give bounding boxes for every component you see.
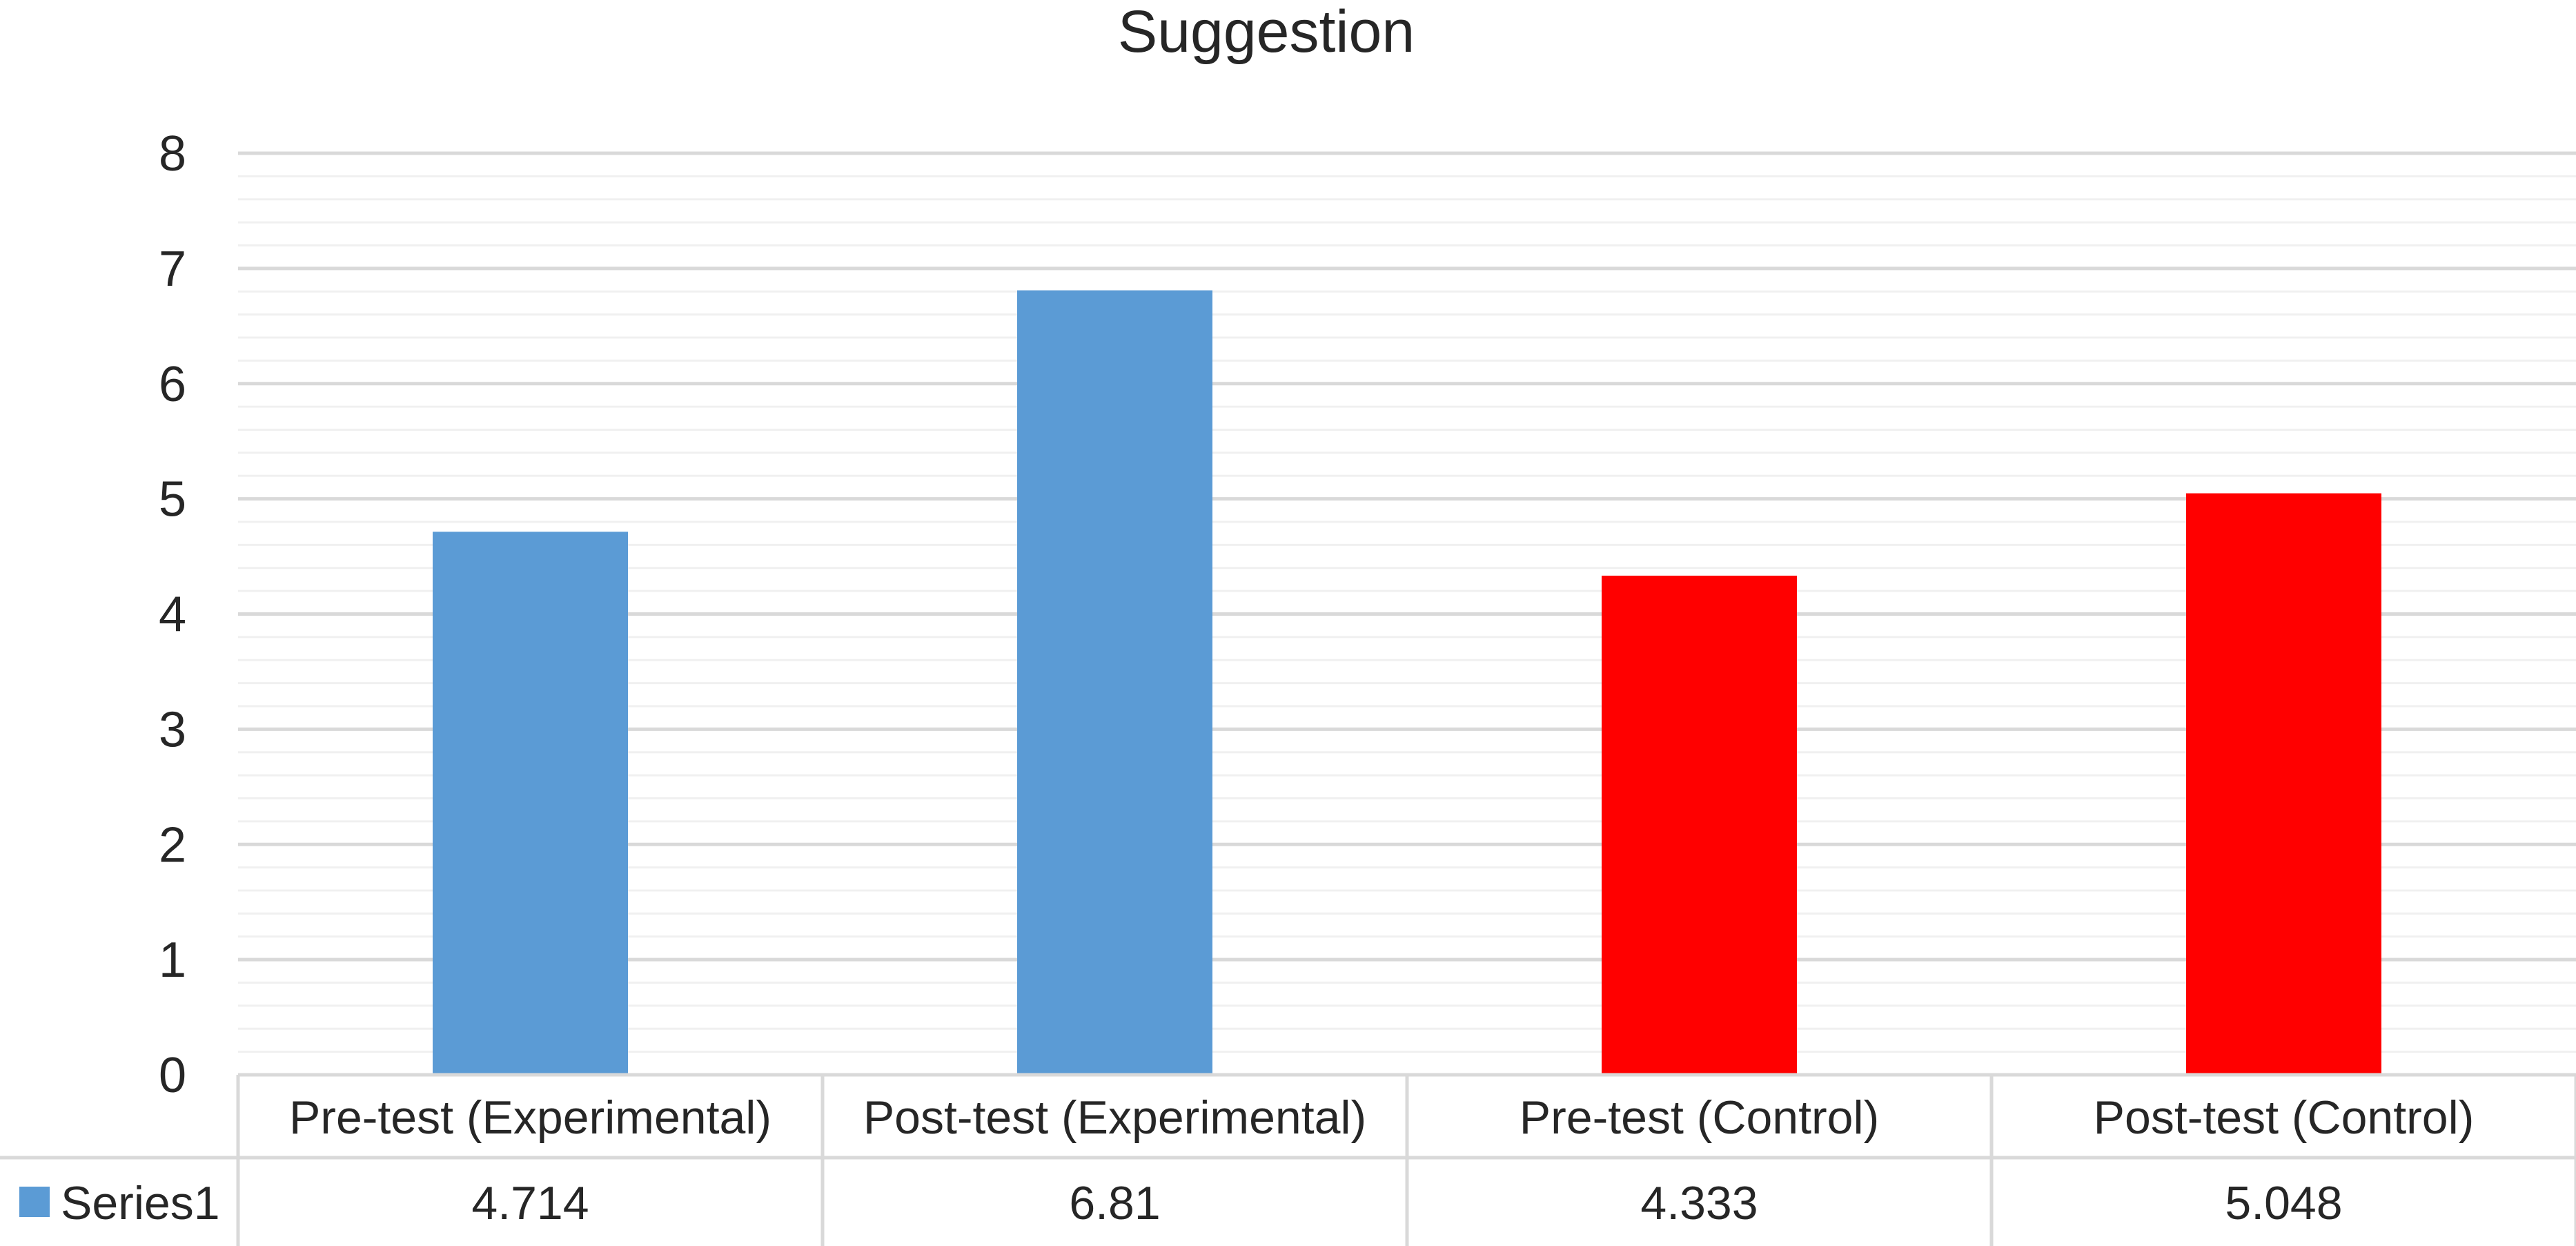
data-value-label: 4.714 — [471, 1177, 589, 1229]
bar — [1017, 290, 1212, 1075]
y-axis-tick-labels: 0 1 2 3 4 5 6 7 8 — [159, 126, 186, 1103]
y-tick-label: 1 — [159, 933, 186, 988]
y-tick-label: 0 — [159, 1048, 186, 1103]
x-category-label: Pre-test (Experimental) — [289, 1091, 771, 1144]
y-tick-label: 2 — [159, 817, 186, 873]
bar — [2186, 493, 2381, 1075]
chart-title: Suggestion — [1118, 0, 1415, 65]
y-tick-label: 4 — [159, 587, 186, 643]
y-tick-label: 8 — [159, 126, 186, 182]
data-value-label: 6.81 — [1069, 1177, 1160, 1229]
y-tick-label: 5 — [159, 472, 186, 527]
bars — [433, 290, 2381, 1075]
x-category-label: Post-test (Experimental) — [863, 1091, 1366, 1144]
legend-swatch — [19, 1187, 50, 1217]
data-value-label: 5.048 — [2225, 1177, 2342, 1229]
data-value-label: 4.333 — [1640, 1177, 1758, 1229]
y-tick-label: 6 — [159, 357, 186, 412]
data-table: Pre-test (Experimental) Post-test (Experi… — [0, 1073, 2576, 1246]
y-tick-label: 3 — [159, 702, 186, 757]
x-category-label: Post-test (Control) — [2094, 1091, 2475, 1144]
bar — [433, 532, 628, 1075]
bar — [1602, 575, 1797, 1075]
x-category-label: Pre-test (Control) — [1520, 1091, 1879, 1144]
legend-series-name: Series1 — [61, 1177, 220, 1229]
y-tick-label: 7 — [159, 242, 186, 297]
